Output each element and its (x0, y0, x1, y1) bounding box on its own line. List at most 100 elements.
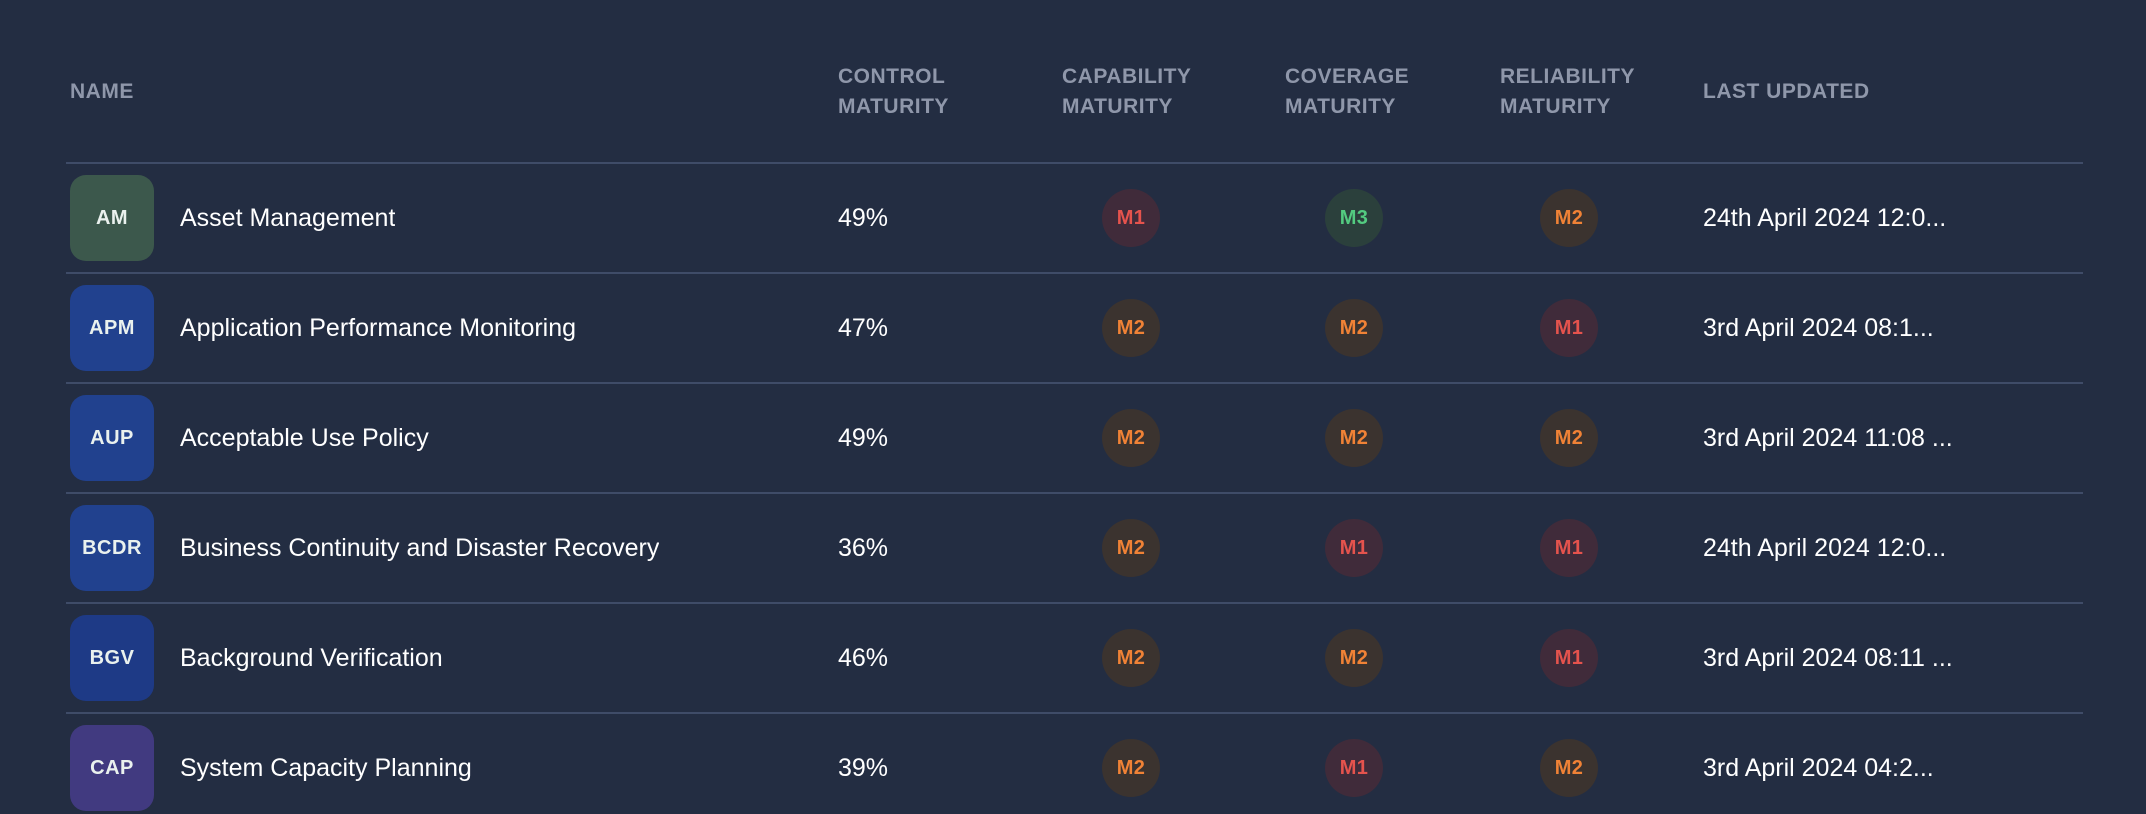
reliability-maturity-badge: M1 (1540, 299, 1598, 357)
capability-maturity-cell: M2 (1062, 409, 1285, 467)
control-name: Asset Management (180, 203, 396, 232)
reliability-maturity-cell: M1 (1500, 519, 1703, 577)
name-cell: AM Asset Management (66, 175, 838, 261)
control-maturity-cell: 49% (838, 204, 1062, 233)
reliability-maturity-cell: M1 (1500, 629, 1703, 687)
reliability-maturity-badge: M2 (1540, 409, 1598, 467)
table-row[interactable]: APM Application Performance Monitoring 4… (66, 272, 2083, 382)
control-name: Acceptable Use Policy (180, 423, 429, 452)
capability-maturity-badge: M2 (1102, 519, 1160, 577)
control-maturity-value: 49% (838, 203, 889, 232)
last-updated-value: 3rd April 2024 08:1... (1703, 313, 1934, 342)
table-row[interactable]: AM Asset Management 49% M1 M3 M2 24th Ap… (66, 162, 2083, 272)
coverage-maturity-cell: M3 (1285, 189, 1500, 247)
column-header-label: CAPABILITY MATURITY (1062, 64, 1192, 118)
coverage-maturity-badge: M1 (1325, 739, 1383, 797)
column-header-coverage-maturity[interactable]: COVERAGE MATURITY (1285, 62, 1500, 123)
reliability-maturity-cell: M2 (1500, 189, 1703, 247)
table-header-row: NAME CONTROL MATURITY CAPABILITY MATURIT… (66, 0, 2083, 162)
control-maturity-cell: 49% (838, 424, 1062, 453)
last-updated-value: 3rd April 2024 11:08 ... (1703, 423, 1953, 452)
coverage-maturity-badge: M1 (1325, 519, 1383, 577)
control-name: Background Verification (180, 643, 443, 672)
capability-maturity-badge: M2 (1102, 409, 1160, 467)
column-header-last-updated[interactable]: LAST UPDATED (1703, 77, 2083, 107)
control-maturity-value: 46% (838, 643, 889, 672)
capability-maturity-cell: M2 (1062, 629, 1285, 687)
reliability-maturity-badge: M2 (1540, 739, 1598, 797)
column-header-label: NAME (70, 79, 134, 103)
coverage-maturity-cell: M2 (1285, 409, 1500, 467)
control-maturity-value: 36% (838, 533, 889, 562)
column-header-capability-maturity[interactable]: CAPABILITY MATURITY (1062, 62, 1285, 123)
last-updated-cell: 3rd April 2024 08:1... (1703, 314, 2083, 343)
control-maturity-cell: 46% (838, 644, 1062, 673)
coverage-maturity-cell: M2 (1285, 299, 1500, 357)
control-abbreviation-badge: AUP (70, 395, 154, 481)
reliability-maturity-cell: M2 (1500, 739, 1703, 797)
last-updated-value: 3rd April 2024 04:2... (1703, 753, 1934, 782)
capability-maturity-cell: M1 (1062, 189, 1285, 247)
controls-table: NAME CONTROL MATURITY CAPABILITY MATURIT… (66, 0, 2083, 814)
control-abbreviation-badge: CAP (70, 725, 154, 811)
control-name: Application Performance Monitoring (180, 313, 577, 342)
control-abbreviation-badge: AM (70, 175, 154, 261)
column-header-label: RELIABILITY MATURITY (1500, 64, 1635, 118)
coverage-maturity-badge: M2 (1325, 299, 1383, 357)
name-cell: BCDR Business Continuity and Disaster Re… (66, 505, 838, 591)
reliability-maturity-badge: M1 (1540, 519, 1598, 577)
coverage-maturity-badge: M2 (1325, 629, 1383, 687)
coverage-maturity-cell: M2 (1285, 629, 1500, 687)
table-row[interactable]: BGV Background Verification 46% M2 M2 M1… (66, 602, 2083, 712)
table-row[interactable]: AUP Acceptable Use Policy 49% M2 M2 M2 3… (66, 382, 2083, 492)
control-abbreviation-badge: BGV (70, 615, 154, 701)
column-header-name[interactable]: NAME (66, 77, 838, 107)
table-row[interactable]: CAP System Capacity Planning 39% M2 M1 M… (66, 712, 2083, 814)
table-row[interactable]: BCDR Business Continuity and Disaster Re… (66, 492, 2083, 602)
last-updated-cell: 3rd April 2024 11:08 ... (1703, 424, 2083, 453)
last-updated-cell: 24th April 2024 12:0... (1703, 534, 2083, 563)
name-cell: APM Application Performance Monitoring (66, 285, 838, 371)
column-header-label: LAST UPDATED (1703, 79, 1870, 103)
capability-maturity-cell: M2 (1062, 299, 1285, 357)
capability-maturity-badge: M2 (1102, 739, 1160, 797)
reliability-maturity-badge: M2 (1540, 189, 1598, 247)
reliability-maturity-cell: M1 (1500, 299, 1703, 357)
control-maturity-value: 49% (838, 423, 889, 452)
capability-maturity-badge: M2 (1102, 629, 1160, 687)
reliability-maturity-cell: M2 (1500, 409, 1703, 467)
last-updated-cell: 3rd April 2024 08:11 ... (1703, 644, 2083, 673)
control-maturity-cell: 47% (838, 314, 1062, 343)
table-body: AM Asset Management 49% M1 M3 M2 24th Ap… (66, 162, 2083, 814)
last-updated-cell: 24th April 2024 12:0... (1703, 204, 2083, 233)
capability-maturity-cell: M2 (1062, 739, 1285, 797)
coverage-maturity-cell: M1 (1285, 739, 1500, 797)
last-updated-value: 3rd April 2024 08:11 ... (1703, 643, 1953, 672)
column-header-control-maturity[interactable]: CONTROL MATURITY (838, 62, 1062, 123)
coverage-maturity-badge: M2 (1325, 409, 1383, 467)
control-maturity-value: 47% (838, 313, 889, 342)
control-name: Business Continuity and Disaster Recover… (180, 533, 660, 562)
last-updated-value: 24th April 2024 12:0... (1703, 533, 1947, 562)
last-updated-value: 24th April 2024 12:0... (1703, 203, 1947, 232)
coverage-maturity-cell: M1 (1285, 519, 1500, 577)
capability-maturity-badge: M1 (1102, 189, 1160, 247)
capability-maturity-cell: M2 (1062, 519, 1285, 577)
control-abbreviation-badge: BCDR (70, 505, 154, 591)
last-updated-cell: 3rd April 2024 04:2... (1703, 754, 2083, 783)
capability-maturity-badge: M2 (1102, 299, 1160, 357)
column-header-label: COVERAGE MATURITY (1285, 64, 1410, 118)
name-cell: AUP Acceptable Use Policy (66, 395, 838, 481)
reliability-maturity-badge: M1 (1540, 629, 1598, 687)
column-header-reliability-maturity[interactable]: RELIABILITY MATURITY (1500, 62, 1703, 123)
control-name: System Capacity Planning (180, 753, 472, 782)
coverage-maturity-badge: M3 (1325, 189, 1383, 247)
control-maturity-value: 39% (838, 753, 889, 782)
control-maturity-cell: 39% (838, 754, 1062, 783)
control-abbreviation-badge: APM (70, 285, 154, 371)
control-maturity-cell: 36% (838, 534, 1062, 563)
column-header-label: CONTROL MATURITY (838, 64, 949, 118)
name-cell: CAP System Capacity Planning (66, 725, 838, 811)
name-cell: BGV Background Verification (66, 615, 838, 701)
